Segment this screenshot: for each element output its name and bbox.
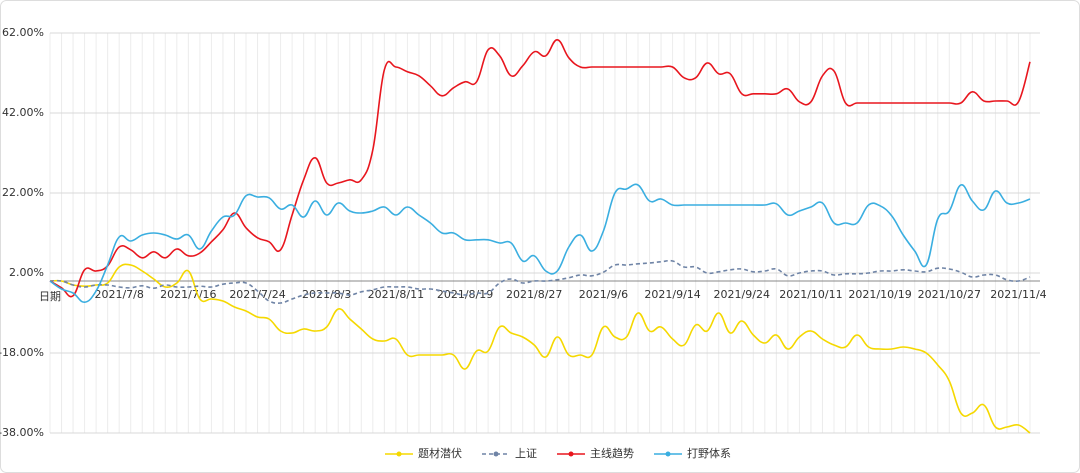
x-tick-label: 2021/10/19 (848, 288, 911, 301)
series-line (49, 39, 1031, 298)
x-tick-label: 2021/9/14 (644, 288, 700, 301)
legend-label: 题材潜伏 (418, 446, 462, 460)
x-tick-label: 2021/8/11 (368, 288, 424, 301)
legend-label: 打野体系 (687, 446, 731, 460)
y-tick-label: -38.00% (0, 426, 44, 439)
y-tick-label: 42.00% (2, 106, 44, 119)
series-line (49, 183, 1031, 303)
x-tick-label: 2021/11/4 (990, 288, 1046, 301)
y-tick-label: 2.00% (9, 266, 44, 279)
legend-dot (665, 451, 671, 457)
legend-label: 主线趋势 (590, 446, 634, 460)
y-tick-label: 62.00% (2, 26, 44, 39)
x-tick-label: 2021/10/27 (918, 288, 981, 301)
series-line (49, 263, 1031, 434)
x-tick-label: 2021/9/6 (579, 288, 628, 301)
x-tick-label: 2021/8/27 (506, 288, 562, 301)
legend-dot (396, 451, 402, 457)
x-tick-label: 2021/8/3 (302, 288, 351, 301)
x-tick-label: 2021/7/16 (160, 288, 216, 301)
series-line (49, 259, 1031, 304)
legend-dot (568, 451, 574, 457)
x-tick-label: 2021/10/11 (779, 288, 842, 301)
legend-label: 上证 (515, 447, 537, 460)
legend-dot (493, 451, 499, 457)
x-tick-label: 2021/9/24 (714, 288, 770, 301)
y-tick-label: 22.00% (2, 186, 44, 199)
y-tick-label: -18.00% (0, 346, 44, 359)
x-tick-label: 2021/7/24 (229, 288, 285, 301)
x-tick-label: 2021/7/8 (94, 288, 143, 301)
